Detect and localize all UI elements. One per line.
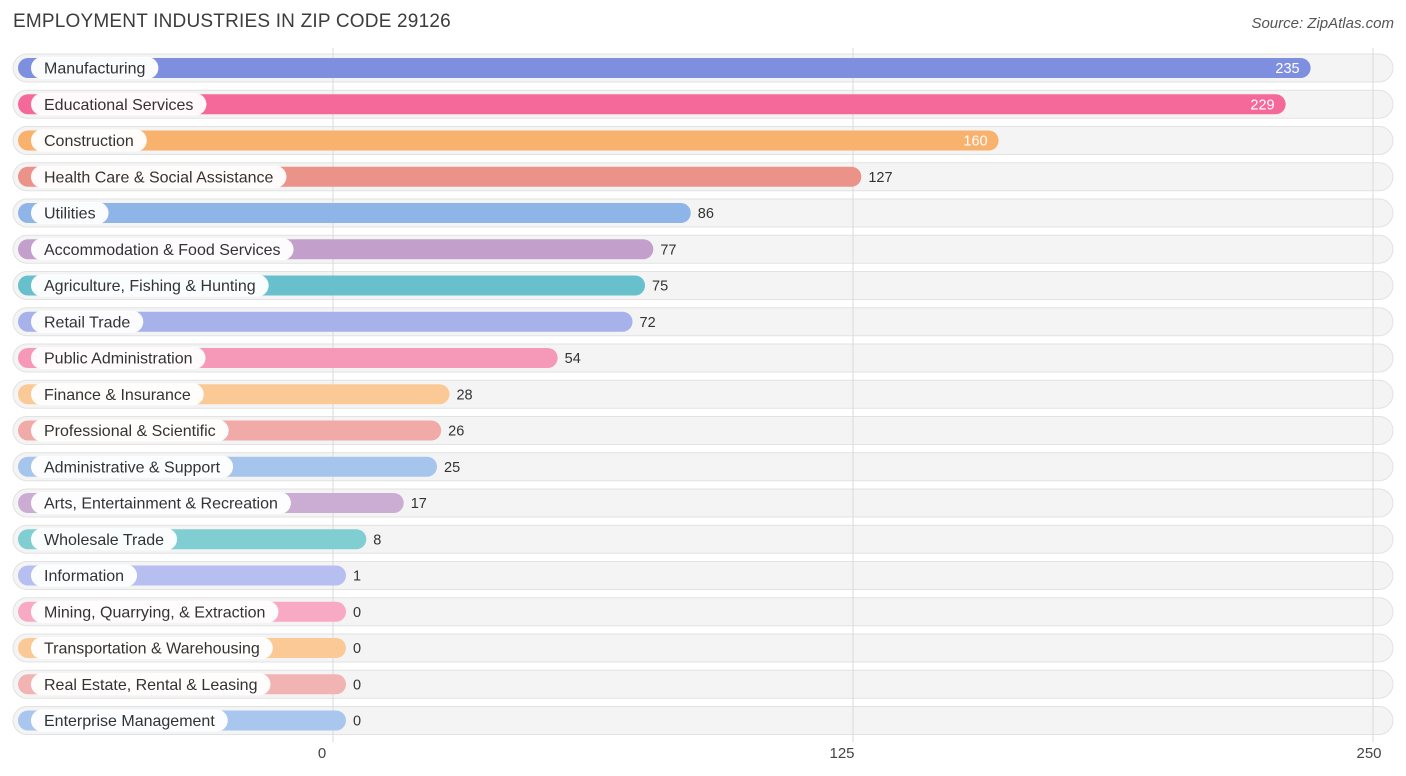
x-tick-label: 125: [829, 745, 854, 762]
bar-label: Retail Trade: [44, 314, 130, 331]
bar-row: Agriculture, Fishing & Hunting 75: [18, 274, 668, 297]
bar-value: 0: [353, 677, 361, 693]
chart-title: EMPLOYMENT INDUSTRIES IN ZIP CODE 29126: [13, 11, 451, 32]
bar: [18, 130, 999, 151]
bar-label: Educational Services: [44, 97, 193, 114]
bar-label-pill: [31, 93, 207, 116]
bar-value: 54: [565, 351, 581, 367]
bar: [18, 58, 1311, 78]
bar-label: Health Care & Social Assistance: [44, 169, 274, 186]
bar-label-pill: [31, 455, 234, 478]
bar-label-pill: [31, 202, 109, 224]
bar-row: Real Estate, Rental & Leasing 0: [18, 673, 361, 696]
bar-value: 8: [373, 532, 381, 548]
bar-value: 229: [1250, 97, 1274, 113]
bar-row: Utilities 86: [18, 202, 714, 224]
bar-label: Professional & Scientific: [44, 423, 216, 440]
bar-row: Public Administration 54: [18, 347, 581, 369]
bar-row: Transportation & Warehousing 0: [18, 637, 361, 659]
bar-row: Information 1: [18, 564, 361, 587]
bar-label: Public Administration: [44, 351, 193, 368]
bar-value: 1: [353, 569, 361, 585]
bar-label: Wholesale Trade: [44, 532, 164, 549]
chart-source: Source: ZipAtlas.com: [1251, 15, 1394, 32]
bar-label: Real Estate, Rental & Leasing: [44, 677, 257, 694]
row-track: [12, 633, 1394, 663]
x-tick-label: 250: [1356, 745, 1381, 762]
bars: Manufacturing 235 Educational Services 229 C…: [18, 57, 1311, 732]
bar-label-pill: [31, 564, 138, 587]
bar-label-pill: [31, 600, 279, 623]
bar-label-pill: [31, 347, 206, 369]
bar-label-pill: [31, 129, 147, 152]
bar-label: Finance & Insurance: [44, 387, 191, 404]
bar-label-pill: [31, 709, 228, 732]
row-track: [12, 669, 1394, 699]
bar-value: 77: [660, 242, 676, 258]
bar-label-pill: [31, 492, 291, 514]
bar-row: Retail Trade 72: [18, 310, 656, 333]
bar-label: Administrative & Support: [44, 459, 221, 476]
bar-value: 72: [640, 315, 656, 331]
bar-value: 26: [448, 424, 464, 440]
bar-value: 127: [868, 170, 892, 186]
bar-value: 0: [353, 641, 361, 657]
bar-row: Construction 160: [18, 129, 999, 152]
row-track: [12, 561, 1394, 590]
bar-value: 17: [411, 496, 427, 512]
bar-value: 160: [963, 134, 987, 150]
bar: [18, 203, 691, 223]
x-axis: 0 125 250: [318, 745, 1382, 762]
bar-label: Enterprise Management: [44, 713, 215, 730]
bar-label-pill: [31, 165, 287, 188]
bar-row: Arts, Entertainment & Recreation 17: [18, 492, 427, 514]
bar-value: 28: [456, 387, 472, 403]
bar-label-pill: [31, 419, 229, 442]
bar: [18, 94, 1286, 115]
bar-row: Manufacturing 235: [18, 57, 1311, 79]
bar-value: 0: [353, 714, 361, 730]
bar-value: 75: [652, 279, 668, 295]
bar-row: Finance & Insurance 28: [18, 383, 473, 406]
bar-label: Transportation & Warehousing: [44, 641, 260, 658]
bar-value: 86: [698, 206, 714, 222]
bar-label: Manufacturing: [44, 61, 145, 78]
bar-value: 0: [353, 605, 361, 621]
bar-row: Enterprise Management 0: [18, 709, 361, 732]
bar-label: Information: [44, 568, 124, 585]
bar-row: Accommodation & Food Services 77: [18, 238, 676, 261]
bar-label: Accommodation & Food Services: [44, 242, 281, 259]
bar-row: Health Care & Social Assistance 127: [18, 165, 893, 188]
bar-row: Administrative & Support 25: [18, 455, 460, 478]
bar-label-pill: [31, 383, 204, 406]
bar-row: Mining, Quarrying, & Extraction 0: [18, 600, 361, 623]
bar-value: 25: [444, 460, 460, 476]
bar-label-pill: [31, 274, 269, 297]
bar-value: 235: [1275, 61, 1299, 77]
bar-label: Arts, Entertainment & Recreation: [44, 496, 278, 513]
row-track: [12, 597, 1394, 627]
row-track: [12, 706, 1394, 735]
bar-label-pill: [31, 310, 144, 333]
bar-label: Construction: [44, 133, 134, 150]
bar: [18, 311, 633, 332]
bar-label-pill: [31, 673, 271, 696]
bar-label: Mining, Quarrying, & Extraction: [44, 604, 265, 621]
bar-label: Agriculture, Fishing & Hunting: [44, 278, 256, 295]
bar-label-pill: [31, 528, 178, 551]
bar-label-pill: [31, 637, 273, 659]
bar-row: Educational Services 229: [18, 93, 1286, 116]
bar-row: Wholesale Trade 8: [18, 528, 381, 551]
bar-label: Utilities: [44, 206, 96, 223]
bar-label-pill: [31, 57, 159, 79]
bar-row: Professional & Scientific 26: [18, 419, 464, 442]
x-tick-label: 0: [318, 745, 326, 762]
bar-label-pill: [31, 238, 294, 261]
